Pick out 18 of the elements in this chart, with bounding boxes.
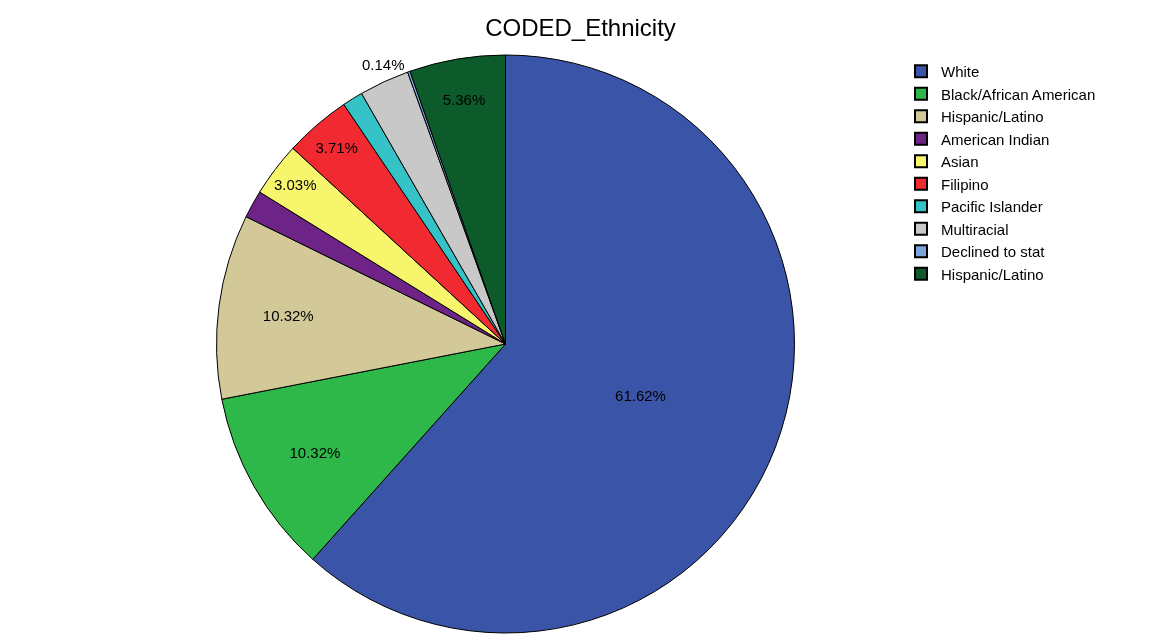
data-label: 5.36%: [442, 91, 486, 109]
legend-label: American Indian: [941, 130, 1050, 148]
legend-label: Hispanic/Latino: [941, 265, 1044, 283]
legend-label: White: [941, 63, 980, 81]
chart-title: CODED_Ethnicity: [485, 14, 676, 42]
legend-label: Pacific Islander: [941, 198, 1043, 216]
legend-label: Declined to stat: [941, 243, 1046, 261]
data-label: 10.32%: [262, 306, 314, 324]
data-label: 0.14%: [362, 55, 405, 73]
data-label: 10.32%: [289, 443, 341, 461]
data-label: 61.62%: [615, 387, 666, 405]
legend-label: Multiracial: [941, 220, 1009, 238]
legend-label: Black/African American: [941, 85, 1096, 103]
legend-label: Hispanic/Latino: [941, 108, 1044, 126]
legend-label: Asian: [941, 153, 979, 171]
data-label: 3.03%: [273, 176, 317, 194]
legend-label: Filipino: [941, 175, 989, 193]
data-label: 3.71%: [315, 139, 358, 157]
